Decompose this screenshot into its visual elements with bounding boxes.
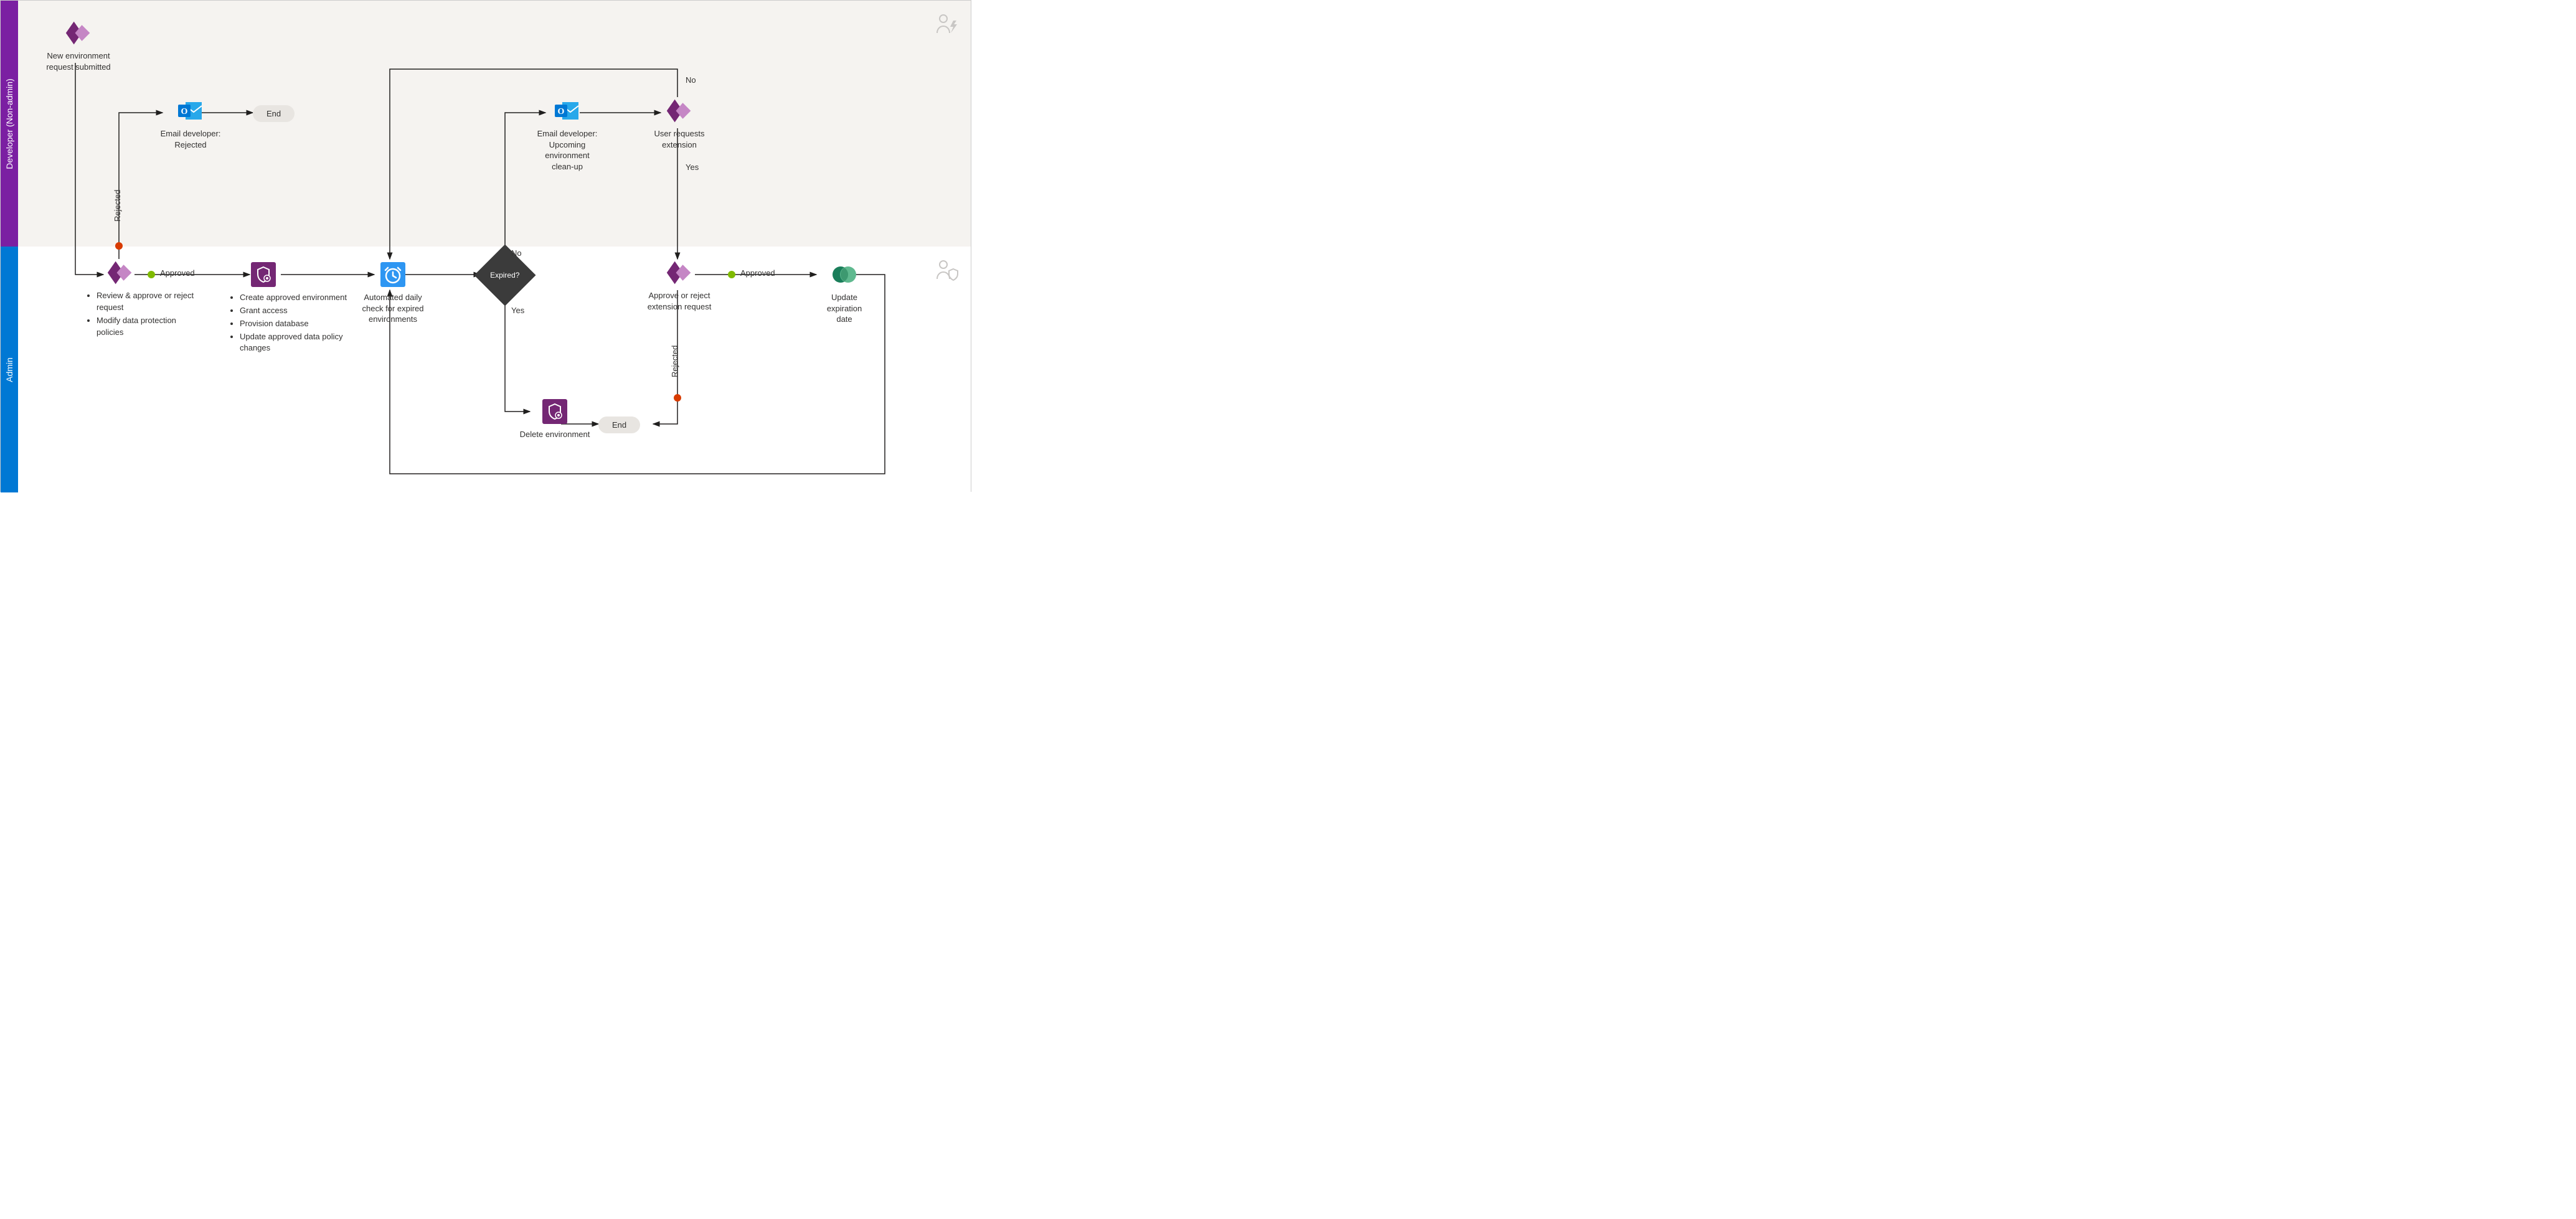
approved-dot-2 [728,271,735,278]
powerapps-icon [666,97,693,125]
bullet: Create approved environment [240,292,349,304]
node-create-env-bullets: Create approved environment Grant access… [231,292,349,354]
powerapps-icon [65,19,92,47]
bullet: Grant access [240,305,349,317]
node-daily-check: Automated dailycheck for expiredenvironm… [352,261,433,325]
node-new-request: New environmentrequest submitted [38,19,119,72]
powerapps-icon [666,259,693,286]
rejected-dot-1 [115,242,123,250]
lane-admin-label: Admin [1,247,18,492]
power-automate-clock-icon [379,261,407,288]
bullet: Provision database [240,318,349,330]
outlook-icon: O [177,97,204,125]
label-approved-2: Approved [740,268,775,278]
power-automate-shield-icon [541,398,569,425]
svg-text:O: O [558,107,565,116]
label-approved-1: Approved [160,268,195,278]
node-update-expiration-label: Updateexpirationdate [810,292,879,325]
node-delete-env-label: Delete environment [505,429,605,440]
lane-developer: Developer (Non-admin) [1,1,971,247]
node-approve-extension-label: Approve or rejectextension request [639,290,720,312]
node-end-2: End [598,417,640,433]
dataverse-icon [831,261,858,288]
lane-admin-label-text: Admin [4,357,14,382]
end-pill-2: End [598,417,640,433]
node-email-cleanup-label: Email developer:Upcomingenvironmentclean… [524,128,611,172]
outlook-icon: O [554,97,581,125]
person-bolt-icon [935,12,960,39]
label-expired-no: No [511,248,522,258]
bullet: Update approved data policy changes [240,331,349,355]
node-approve-extension: Approve or rejectextension request [639,259,720,312]
person-shield-icon [935,258,960,285]
node-user-extension: User requestsextension [642,97,717,150]
node-create-env: Create approved environment Grant access… [231,261,349,355]
bullet: Modify data protection policies [97,315,200,339]
node-email-cleanup: O Email developer:Upcomingenvironmentcle… [524,97,611,172]
node-review-bullets: Review & approve or reject request Modif… [88,290,200,338]
node-email-rejected: O Email developer:Rejected [150,97,231,150]
node-user-extension-label: User requestsextension [642,128,717,150]
lane-developer-label-text: Developer (Non-admin) [4,78,14,169]
label-expired-yes: Yes [511,306,524,315]
node-update-expiration: Updateexpirationdate [810,261,879,325]
lane-developer-label: Developer (Non-admin) [1,1,18,247]
svg-text:O: O [181,107,188,116]
label-rejected-1: Rejected [113,190,122,222]
swimlane-flowchart: Developer (Non-admin) Admin [0,0,971,492]
node-end-1: End [253,105,295,122]
node-expired-label: Expired? [490,271,519,280]
label-rejected-2: Rejected [670,346,679,377]
approved-dot-1 [148,271,155,278]
end-pill-1: End [253,105,295,122]
node-delete-env: Delete environment [505,398,605,440]
node-email-rejected-label: Email developer:Rejected [150,128,231,150]
bullet: Review & approve or reject request [97,290,200,314]
rejected-dot-2 [674,394,681,402]
power-automate-shield-icon [250,261,277,288]
node-daily-check-label: Automated dailycheck for expiredenvironm… [352,292,433,325]
label-ext-yes: Yes [686,162,699,172]
powerapps-icon [106,259,134,286]
label-ext-no: No [686,75,696,85]
node-new-request-label: New environmentrequest submitted [38,50,119,72]
